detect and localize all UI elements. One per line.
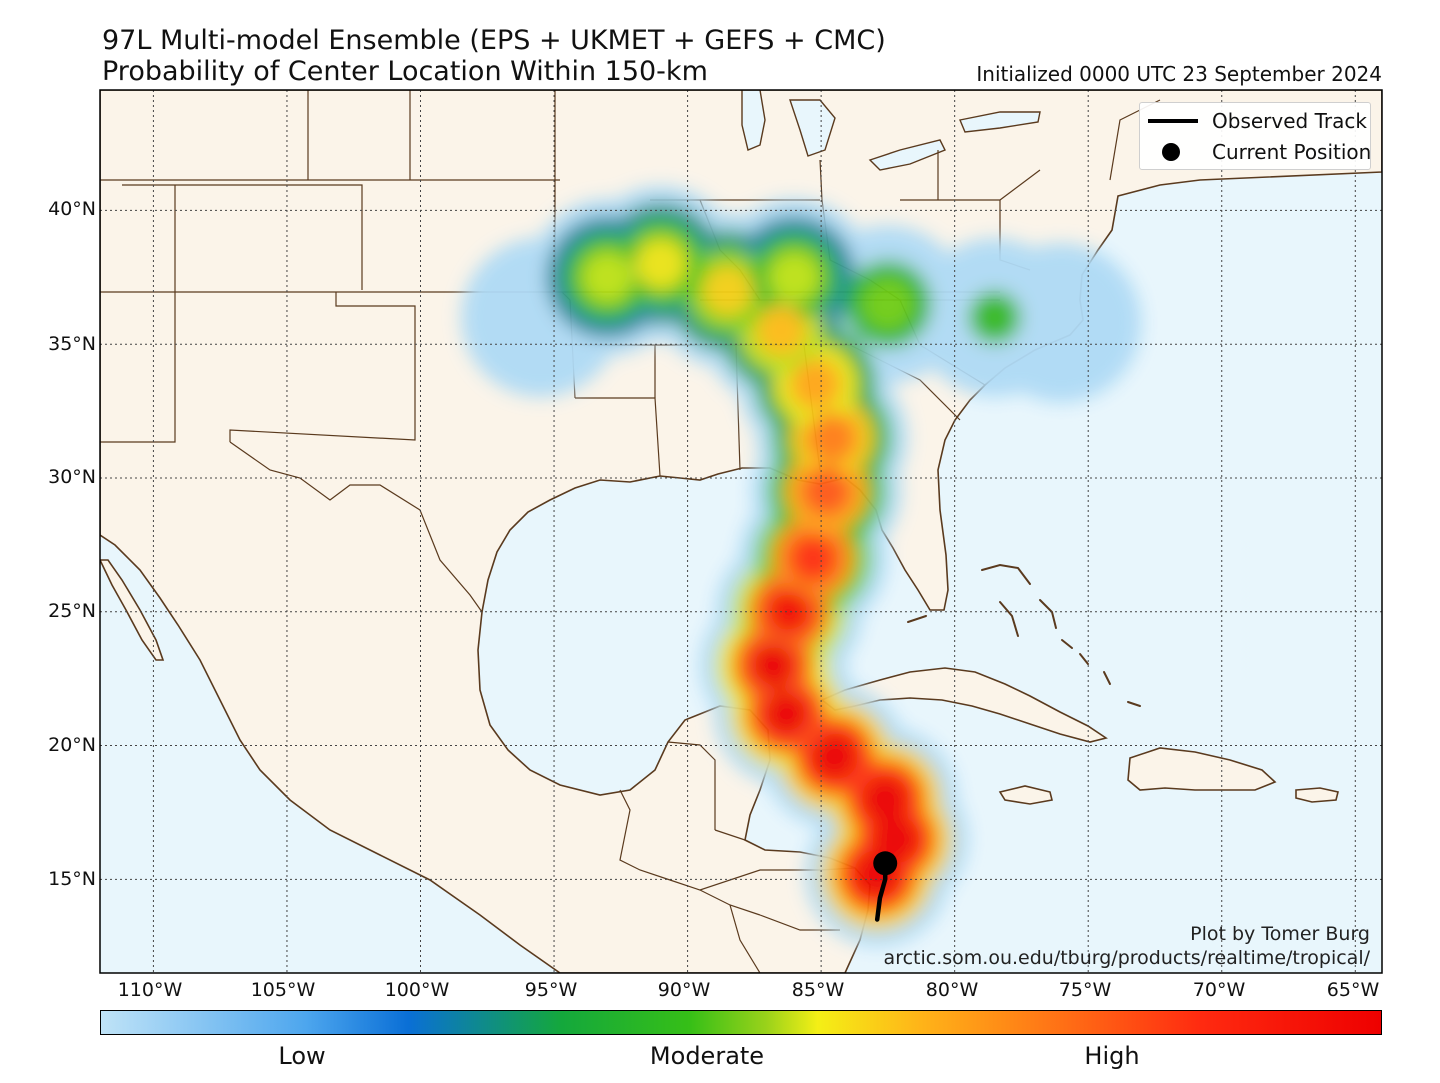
lon-label-95: 95°W bbox=[524, 979, 578, 1001]
legend-observed-track-label: Observed Track bbox=[1212, 109, 1367, 133]
track-line-swatch bbox=[1148, 119, 1198, 123]
probability-blob bbox=[968, 291, 1021, 344]
puerto-rico bbox=[1295, 787, 1339, 803]
legend-observed-track: Observed Track bbox=[1140, 105, 1370, 135]
probability-blob bbox=[806, 412, 857, 463]
lon-label-85: 85°W bbox=[791, 979, 845, 1001]
probability-blob bbox=[788, 533, 838, 583]
probability-swath bbox=[461, 185, 1142, 947]
probability-blob bbox=[768, 251, 821, 304]
probability-blob bbox=[762, 689, 811, 738]
bahamas bbox=[907, 563, 1141, 707]
credit-url: arctic.som.ou.edu/tburg/products/realtim… bbox=[883, 947, 1370, 969]
lat-label-25: 25°N bbox=[48, 600, 96, 622]
lat-label-20: 20°N bbox=[48, 734, 96, 756]
probability-blob bbox=[581, 251, 634, 304]
lat-label-40: 40°N bbox=[48, 198, 96, 220]
lon-label-105: 105°W bbox=[250, 979, 316, 1001]
legend-current-position: Current Position bbox=[1140, 136, 1372, 166]
probability-colorbar bbox=[100, 1010, 1382, 1035]
probability-blob bbox=[764, 587, 814, 636]
map-legend: Observed Track Current Position bbox=[1139, 102, 1371, 170]
credit-author: Plot by Tomer Burg bbox=[1190, 923, 1370, 945]
lon-label-110: 110°W bbox=[117, 979, 183, 1001]
probability-blob bbox=[810, 732, 859, 781]
probability-blob bbox=[981, 242, 1142, 403]
chart-title: 97L Multi-model Ensemble (EPS + UKMET + … bbox=[102, 25, 886, 56]
probability-blob bbox=[861, 775, 910, 823]
colorbar-low-label: Low bbox=[278, 1042, 326, 1070]
probability-blob bbox=[872, 815, 920, 864]
probability-blob bbox=[801, 466, 852, 517]
lon-label-100: 100°W bbox=[384, 979, 450, 1001]
lon-label-90: 90°W bbox=[657, 979, 711, 1001]
lat-label-30: 30°N bbox=[48, 466, 96, 488]
plot-credit: Plot by Tomer Burg arctic.som.ou.edu/tbu… bbox=[884, 922, 1370, 970]
colorbar-moderate-label: Moderate bbox=[649, 1042, 765, 1070]
lon-label-80: 80°W bbox=[925, 979, 979, 1001]
initialized-time: Initialized 0000 UTC 23 September 2024 bbox=[976, 62, 1382, 86]
great-lakes bbox=[741, 90, 1041, 171]
chart-subtitle: Probability of Center Location Within 15… bbox=[102, 56, 708, 87]
lat-label-35: 35°N bbox=[48, 333, 96, 355]
probability-blob bbox=[861, 278, 914, 331]
lon-label-70: 70°W bbox=[1192, 979, 1246, 1001]
gridlines bbox=[100, 90, 1382, 973]
probability-blob bbox=[635, 238, 687, 290]
probability-blob bbox=[790, 359, 842, 410]
map-frame bbox=[99, 89, 1383, 974]
position-dot-swatch bbox=[1162, 143, 1180, 161]
probability-blob bbox=[755, 305, 807, 357]
cuba bbox=[820, 667, 1108, 743]
lon-label-75: 75°W bbox=[1058, 979, 1112, 1001]
colorbar-high-label: High bbox=[1084, 1042, 1140, 1070]
probability-blob bbox=[748, 641, 798, 690]
hispaniola bbox=[1127, 747, 1277, 791]
lon-label-65: 65°W bbox=[1326, 979, 1380, 1001]
lat-label-15: 15°N bbox=[48, 868, 96, 890]
legend-current-position-label: Current Position bbox=[1212, 140, 1372, 164]
baja-california bbox=[100, 559, 165, 661]
current-position-marker bbox=[873, 851, 898, 876]
jamaica bbox=[998, 785, 1053, 805]
probability-blob bbox=[702, 265, 754, 317]
